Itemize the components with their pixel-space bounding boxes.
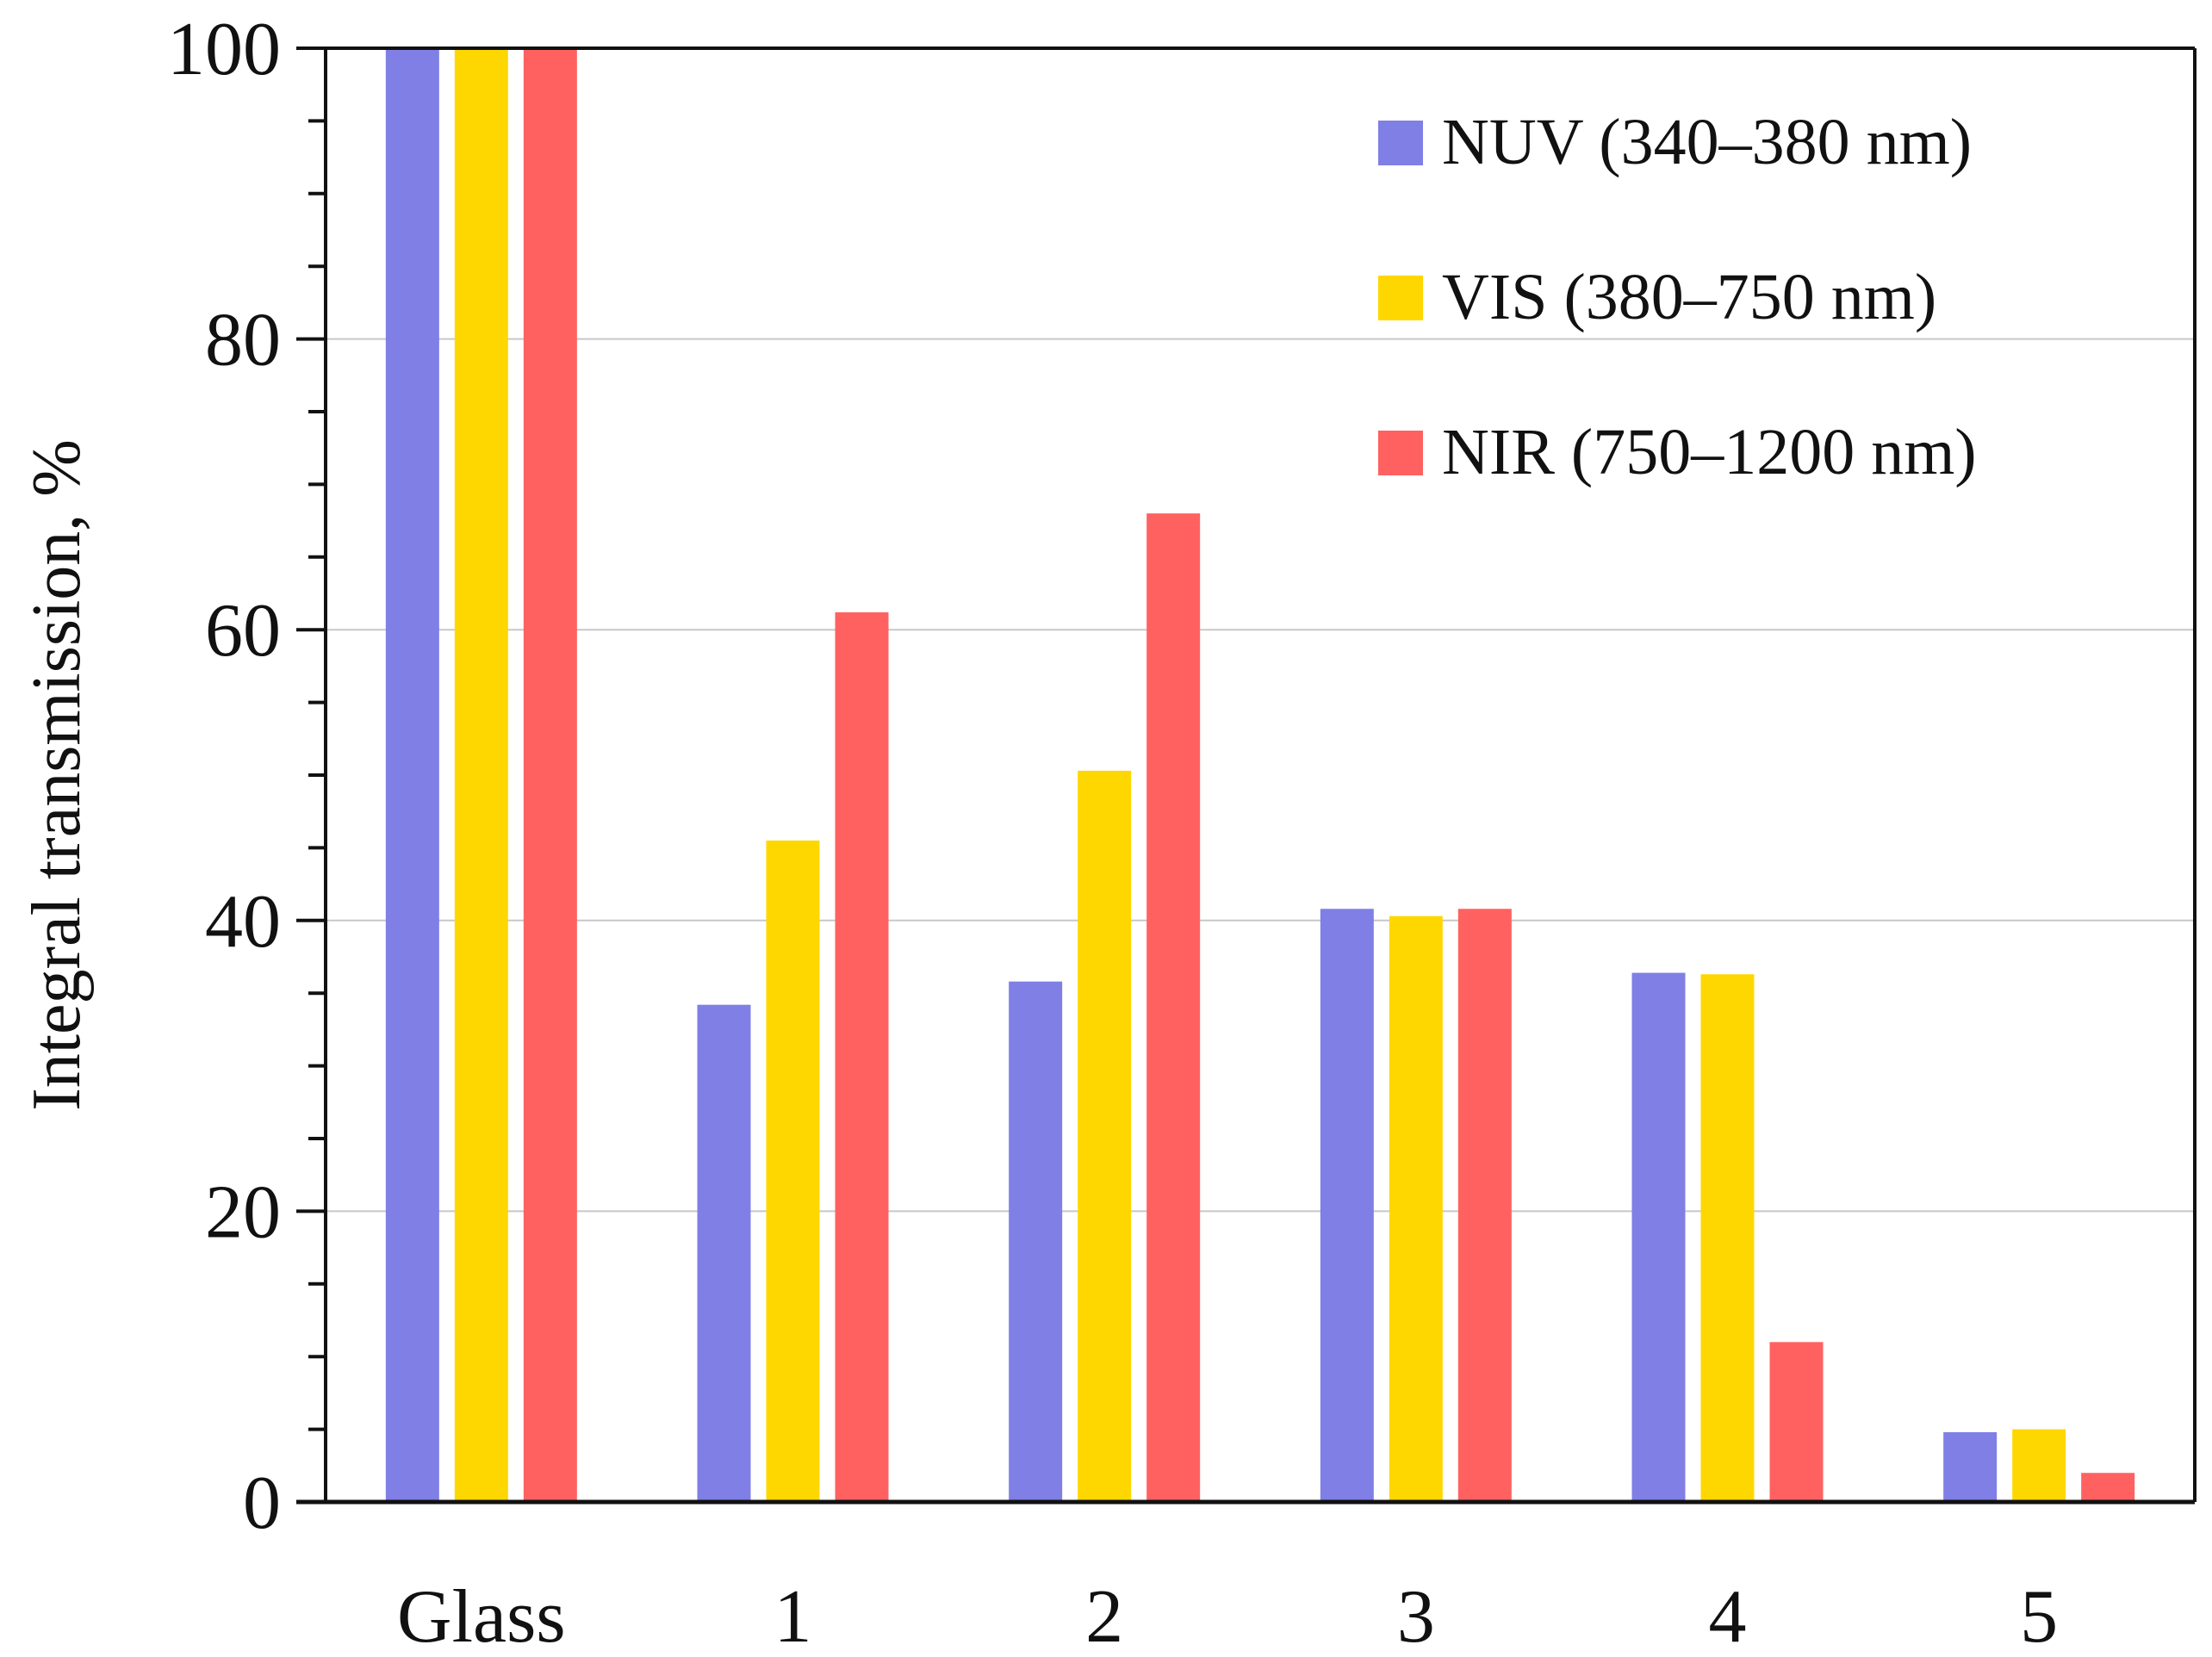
y-tick-label-60: 60 xyxy=(205,589,281,673)
axes xyxy=(296,47,2196,1505)
bar-nir-glass xyxy=(523,48,577,1502)
legend-swatch-nuv xyxy=(1378,121,1423,165)
y-tick-labels: 0 20 40 60 80 100 xyxy=(167,8,281,1545)
bar-vis-1 xyxy=(766,840,820,1502)
gridlines xyxy=(326,338,2195,1213)
bar-nuv-2 xyxy=(1009,981,1063,1502)
y-tick-label-100: 100 xyxy=(167,8,281,91)
legend-label-nuv: NUV (340–380 nm) xyxy=(1442,106,1972,178)
x-tick-labels: Glass 1 2 3 4 5 xyxy=(397,1575,2058,1657)
legend: NUV (340–380 nm) VIS (380–750 nm) NIR (750… xyxy=(1378,106,1977,488)
bar-vis-3 xyxy=(1389,915,1443,1502)
bar-nuv-3 xyxy=(1320,909,1374,1502)
legend-label-vis: VIS (380–750 nm) xyxy=(1442,261,1936,333)
y-tick-label-80: 80 xyxy=(205,299,281,382)
bars xyxy=(385,48,2135,1503)
y-axis-title: Integral transmission, % xyxy=(19,439,95,1111)
bar-nir-1 xyxy=(835,611,889,1502)
bar-nir-5 xyxy=(2081,1473,2135,1502)
x-tick-label-5: 5 xyxy=(2020,1575,2058,1657)
y-tick-label-0: 0 xyxy=(243,1462,281,1545)
x-tick-label-1: 1 xyxy=(774,1575,812,1657)
bar-nir-2 xyxy=(1146,513,1201,1503)
x-tick-label-2: 2 xyxy=(1085,1575,1123,1657)
bar-vis-glass xyxy=(454,48,508,1502)
x-tick-label-4: 4 xyxy=(1709,1575,1747,1657)
bar-nuv-1 xyxy=(697,1004,751,1502)
bar-nuv-4 xyxy=(1631,972,1686,1502)
y-ticks xyxy=(296,47,326,1431)
legend-label-nir: NIR (750–1200 nm) xyxy=(1442,416,1977,488)
y-tick-label-20: 20 xyxy=(205,1170,281,1254)
bar-nuv-5 xyxy=(1943,1431,1998,1502)
bar-nir-4 xyxy=(1769,1342,1824,1502)
bar-vis-4 xyxy=(1700,974,1755,1502)
legend-swatch-nir xyxy=(1378,431,1423,475)
x-tick-label-3: 3 xyxy=(1397,1575,1435,1657)
bar-nir-3 xyxy=(1457,909,1512,1502)
y-tick-label-40: 40 xyxy=(205,880,281,964)
legend-swatch-vis xyxy=(1378,276,1423,320)
bar-vis-2 xyxy=(1078,770,1132,1502)
bar-vis-5 xyxy=(2012,1429,2066,1502)
x-tick-label-glass: Glass xyxy=(397,1575,566,1657)
bar-nuv-glass xyxy=(385,48,439,1502)
